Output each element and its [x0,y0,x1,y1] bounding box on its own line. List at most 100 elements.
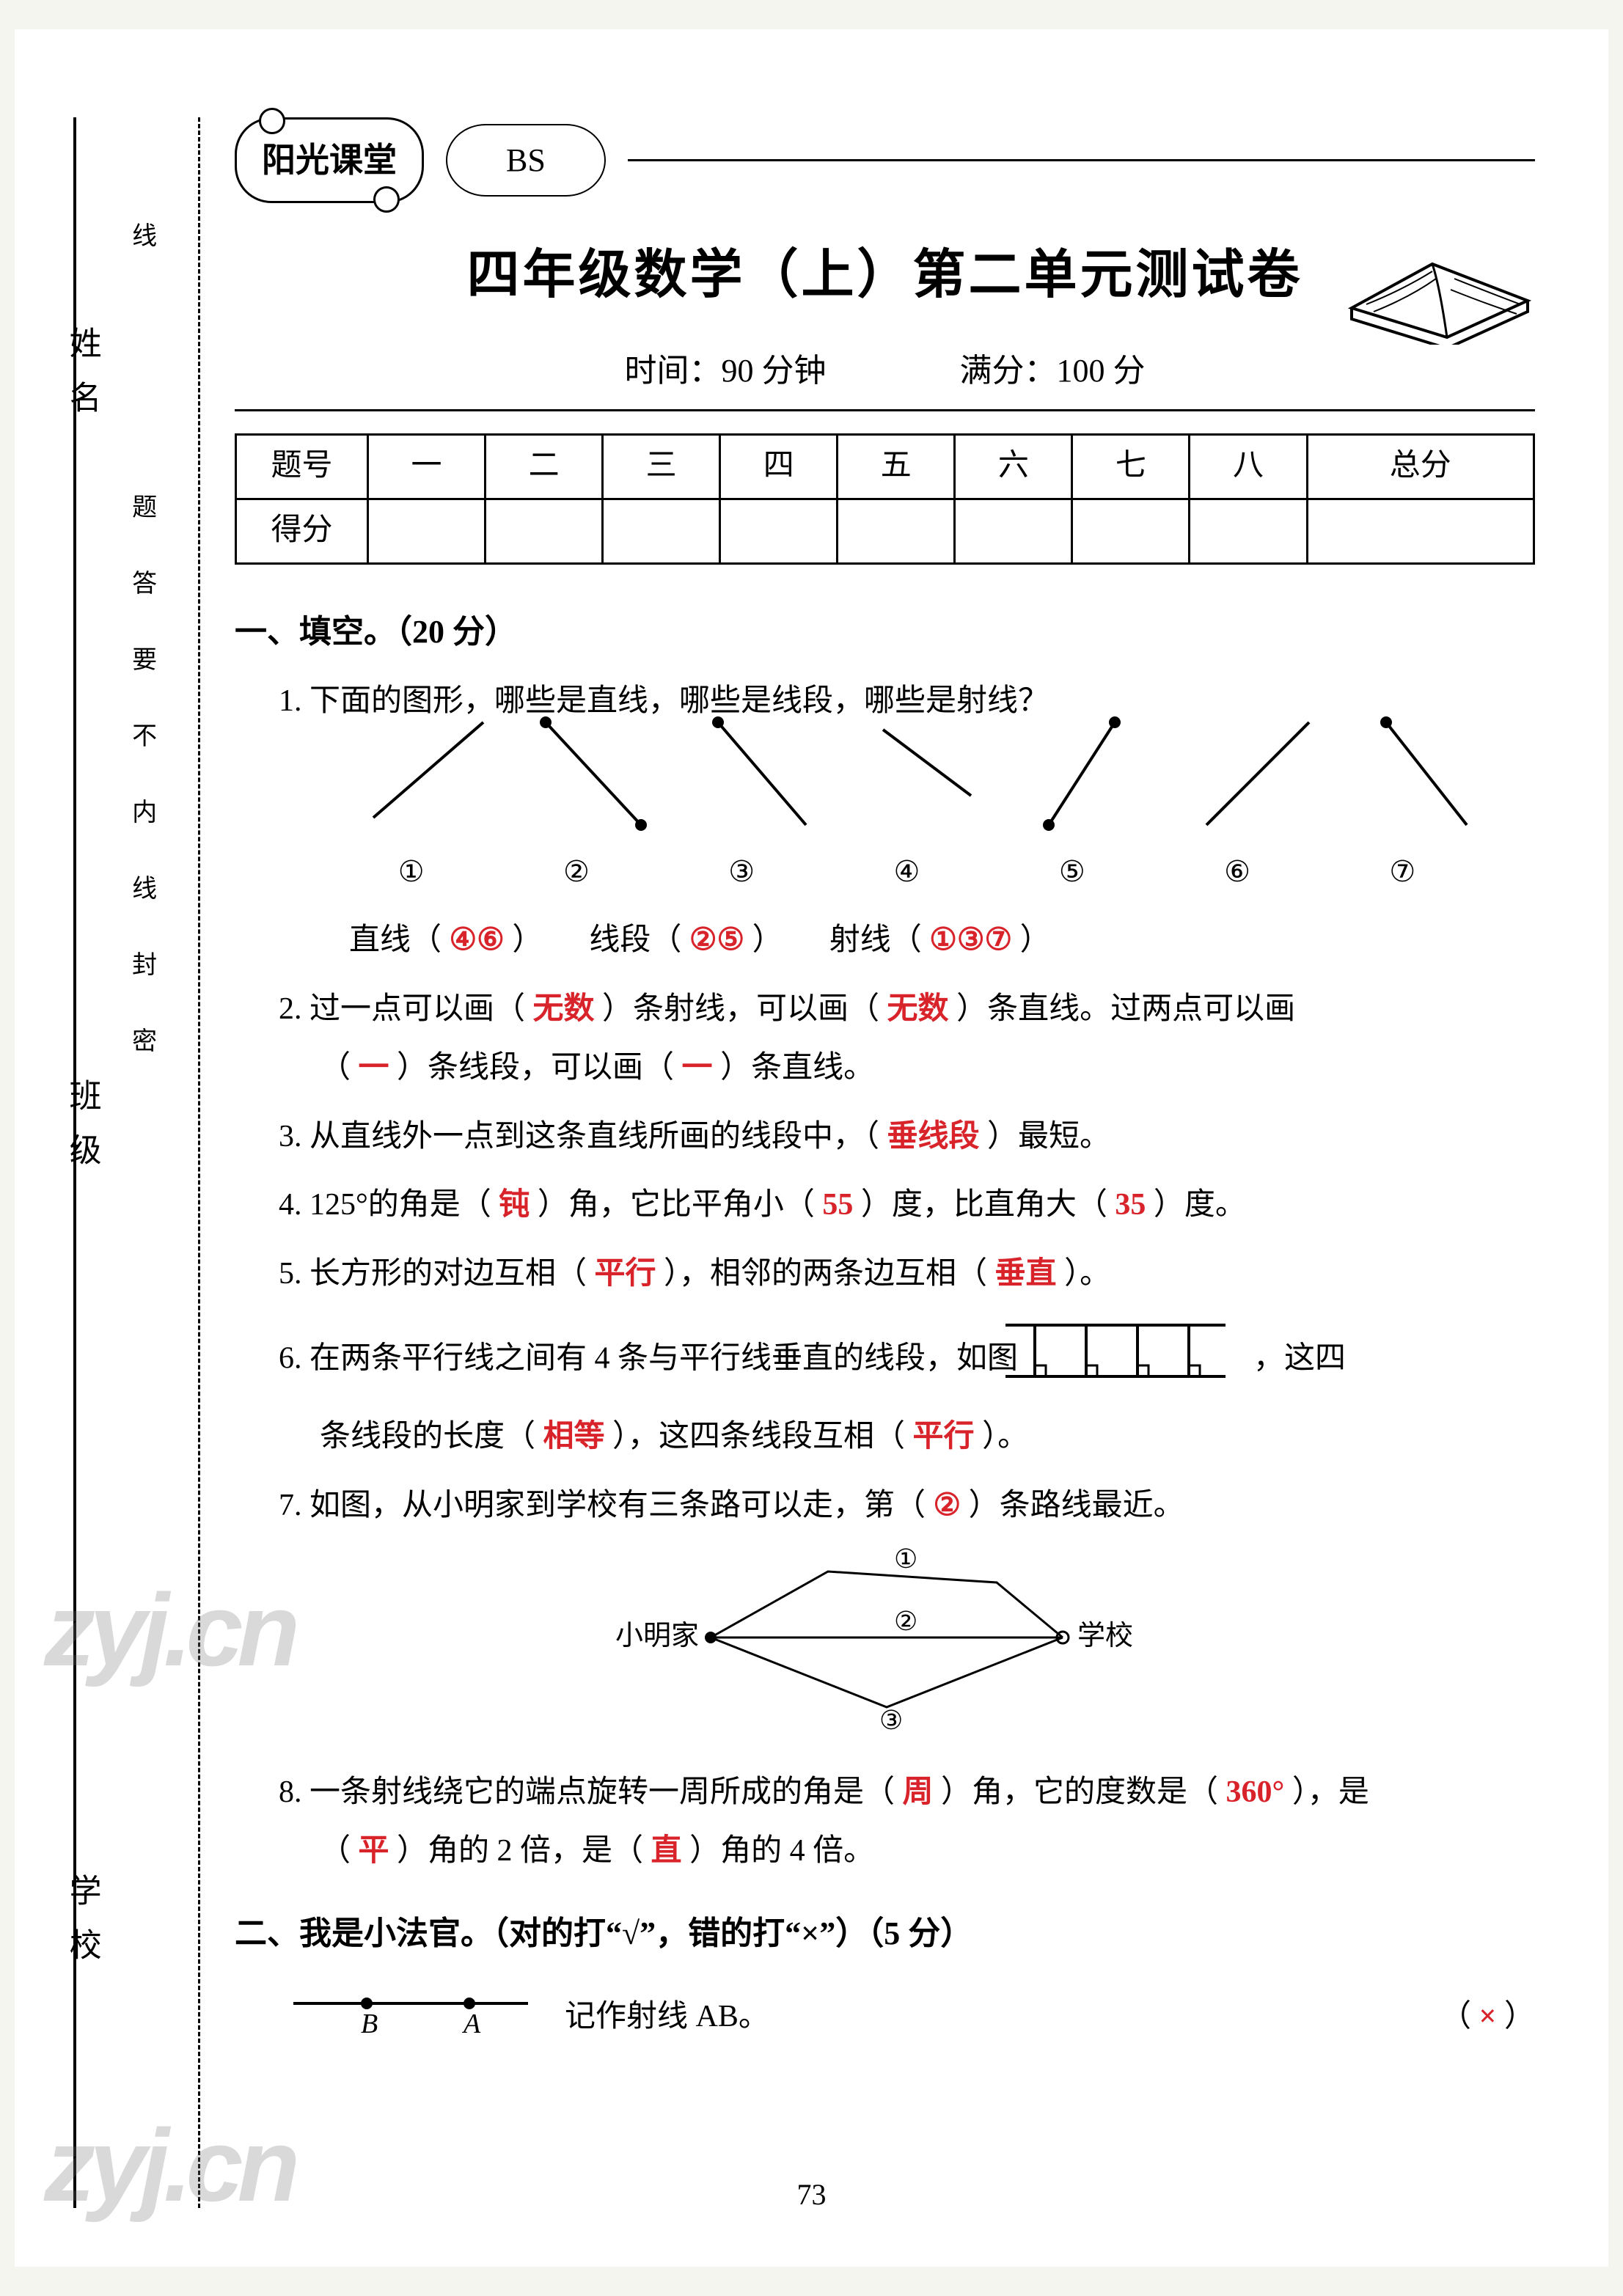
q5: 5. 长方形的对边互相（ 平行 ），相邻的两条边互相（ 垂直 ）。 [279,1245,1535,1304]
shape-number: ⑥ [1184,844,1331,900]
shape-cell: ⑥ [1184,708,1331,900]
col-head: 三 [603,434,720,499]
text: ）角，它比平角小（ [538,1188,815,1222]
col-head: 七 [1072,434,1190,499]
label: 线段（ [589,923,681,957]
exam-meta: 时间：90 分钟 满分：100 分 [235,340,1535,402]
text: 3. 从直线外一点到这条直线所画的线段中，（ [279,1120,879,1153]
s2-q1: B A 记作射线 AB。 （ × ） [279,1974,1535,2061]
header-row: 阳光课堂 BS [235,117,1535,203]
score-cell[interactable] [838,499,955,563]
answer: ②⑤ [689,923,744,957]
shape-number: ⑦ [1349,844,1496,900]
shape-number: ④ [854,844,1000,900]
text: 7. 如图，从小明家到学校有三条路可以走，第（ [279,1489,926,1522]
header-underline [235,409,1535,411]
text: ），相邻的两条边互相（ [664,1257,987,1291]
text: ）度。 [1154,1188,1246,1222]
text: ）最短。 [987,1120,1110,1153]
q2: 2. 过一点可以画（ 无数 ）条射线，可以画（ 无数 ）条直线。过两点可以画 （… [279,980,1535,1098]
route-num-1: ① [894,1544,917,1574]
text: （ [320,1834,351,1868]
q1-answers: 直线（ ④⑥ ） 线段（ ②⑤ ） 射线（ ①③⑦ ） [320,912,1535,970]
text: ），这四条线段互相（ [612,1420,905,1453]
score-cell[interactable] [368,499,486,563]
text: ）条射线，可以画（ [602,992,879,1026]
shape-cell: ② [524,708,670,900]
shape-number: ② [524,844,670,900]
answer: × [1479,2000,1497,2033]
answer: 平行 [913,1420,975,1453]
label: 射线（ [829,923,922,957]
answer: 一 [682,1051,713,1085]
q3: 3. 从直线外一点到这条直线所画的线段中，（ 垂线段 ）最短。 [279,1108,1535,1167]
point-a: A [461,2009,481,2039]
score-cell[interactable] [1072,499,1190,563]
margin-label-school: 学校 [51,1874,113,1982]
col-head: 五 [838,434,955,499]
score-cell[interactable] [955,499,1072,563]
col-head: 四 [720,434,838,499]
shape-number: ① [359,844,505,900]
header-rule [628,159,1535,161]
margin-label-class: 班级 [51,1079,113,1187]
book-icon [1344,220,1535,345]
score-cell[interactable] [486,499,603,563]
shape-cell: ④ [854,708,1000,900]
answer: 钝 [499,1188,530,1222]
col-head: 二 [486,434,603,499]
score-table: 题号 一 二 三 四 五 六 七 八 总分 得分 [235,433,1535,565]
row-label: 得分 [236,499,368,563]
text: ），是 [1292,1775,1369,1809]
route-left-label: 小明家 [615,1621,699,1651]
text: ）条直线。过两点可以画 [956,992,1295,1026]
shape-cell: ⑦ [1349,708,1496,900]
score-cell[interactable] [1307,499,1534,563]
table-row: 题号 一 二 三 四 五 六 七 八 总分 [236,434,1534,499]
page-title: 四年级数学（上）第二单元测试卷 [235,225,1535,326]
row-label: 题号 [236,434,368,499]
text: 记作射线 AB。 [565,1988,769,2047]
section-1-heading: 一、填空。（20 分） [235,601,1535,663]
text: ）条直线。 [720,1051,874,1085]
route-right-label: 学校 [1077,1621,1133,1651]
score-cell[interactable] [1190,499,1307,563]
text: 4. 125°的角是（ [279,1188,491,1222]
score-cell[interactable] [720,499,838,563]
point-b: B [361,2009,378,2039]
col-head: 六 [955,434,1072,499]
answer: 55 [822,1188,853,1222]
shape-cell: ① [359,708,505,900]
shape-number: ③ [689,844,835,900]
q8: 8. 一条射线绕它的端点旋转一周所成的角是（ 周 ）角，它的度数是（ 360° … [279,1764,1535,1881]
label: 直线（ [349,923,442,957]
text: （ [320,1051,351,1085]
text: ）角的 4 倍。 [689,1834,874,1868]
answer: 无数 [533,992,595,1026]
score-cell[interactable] [603,499,720,563]
answer: ①③⑦ [929,923,1012,957]
col-head: 总分 [1307,434,1534,499]
text: ）。 [982,1420,1028,1453]
answer: 平 [359,1834,389,1868]
col-head: 八 [1190,434,1307,499]
col-head: 一 [368,434,486,499]
text: 2. 过一点可以画（ [279,992,525,1026]
text: 8. 一条射线绕它的端点旋转一周所成的角是（ [279,1775,895,1809]
edition-code: BS [446,124,606,197]
judge-paren: （ × ） [1440,1988,1535,2047]
shape-cell: ③ [689,708,835,900]
answer: 相等 [543,1420,605,1453]
answer: 垂线段 [887,1120,980,1153]
text: ）。 [1064,1257,1110,1291]
margin-label-name: 姓名 [51,326,113,435]
shape-number: ⑤ [1019,844,1166,900]
answer: 无数 [887,992,949,1026]
label: ） [1020,923,1051,957]
shapes-row: ①②③④⑤⑥⑦ [349,746,1506,900]
answer: ④⑥ [450,923,505,957]
series-badge: 阳光课堂 [235,117,424,203]
answer: ② [934,1489,961,1522]
fullmark-label: 满分：100 分 [960,353,1146,389]
table-row: 得分 [236,499,1534,563]
